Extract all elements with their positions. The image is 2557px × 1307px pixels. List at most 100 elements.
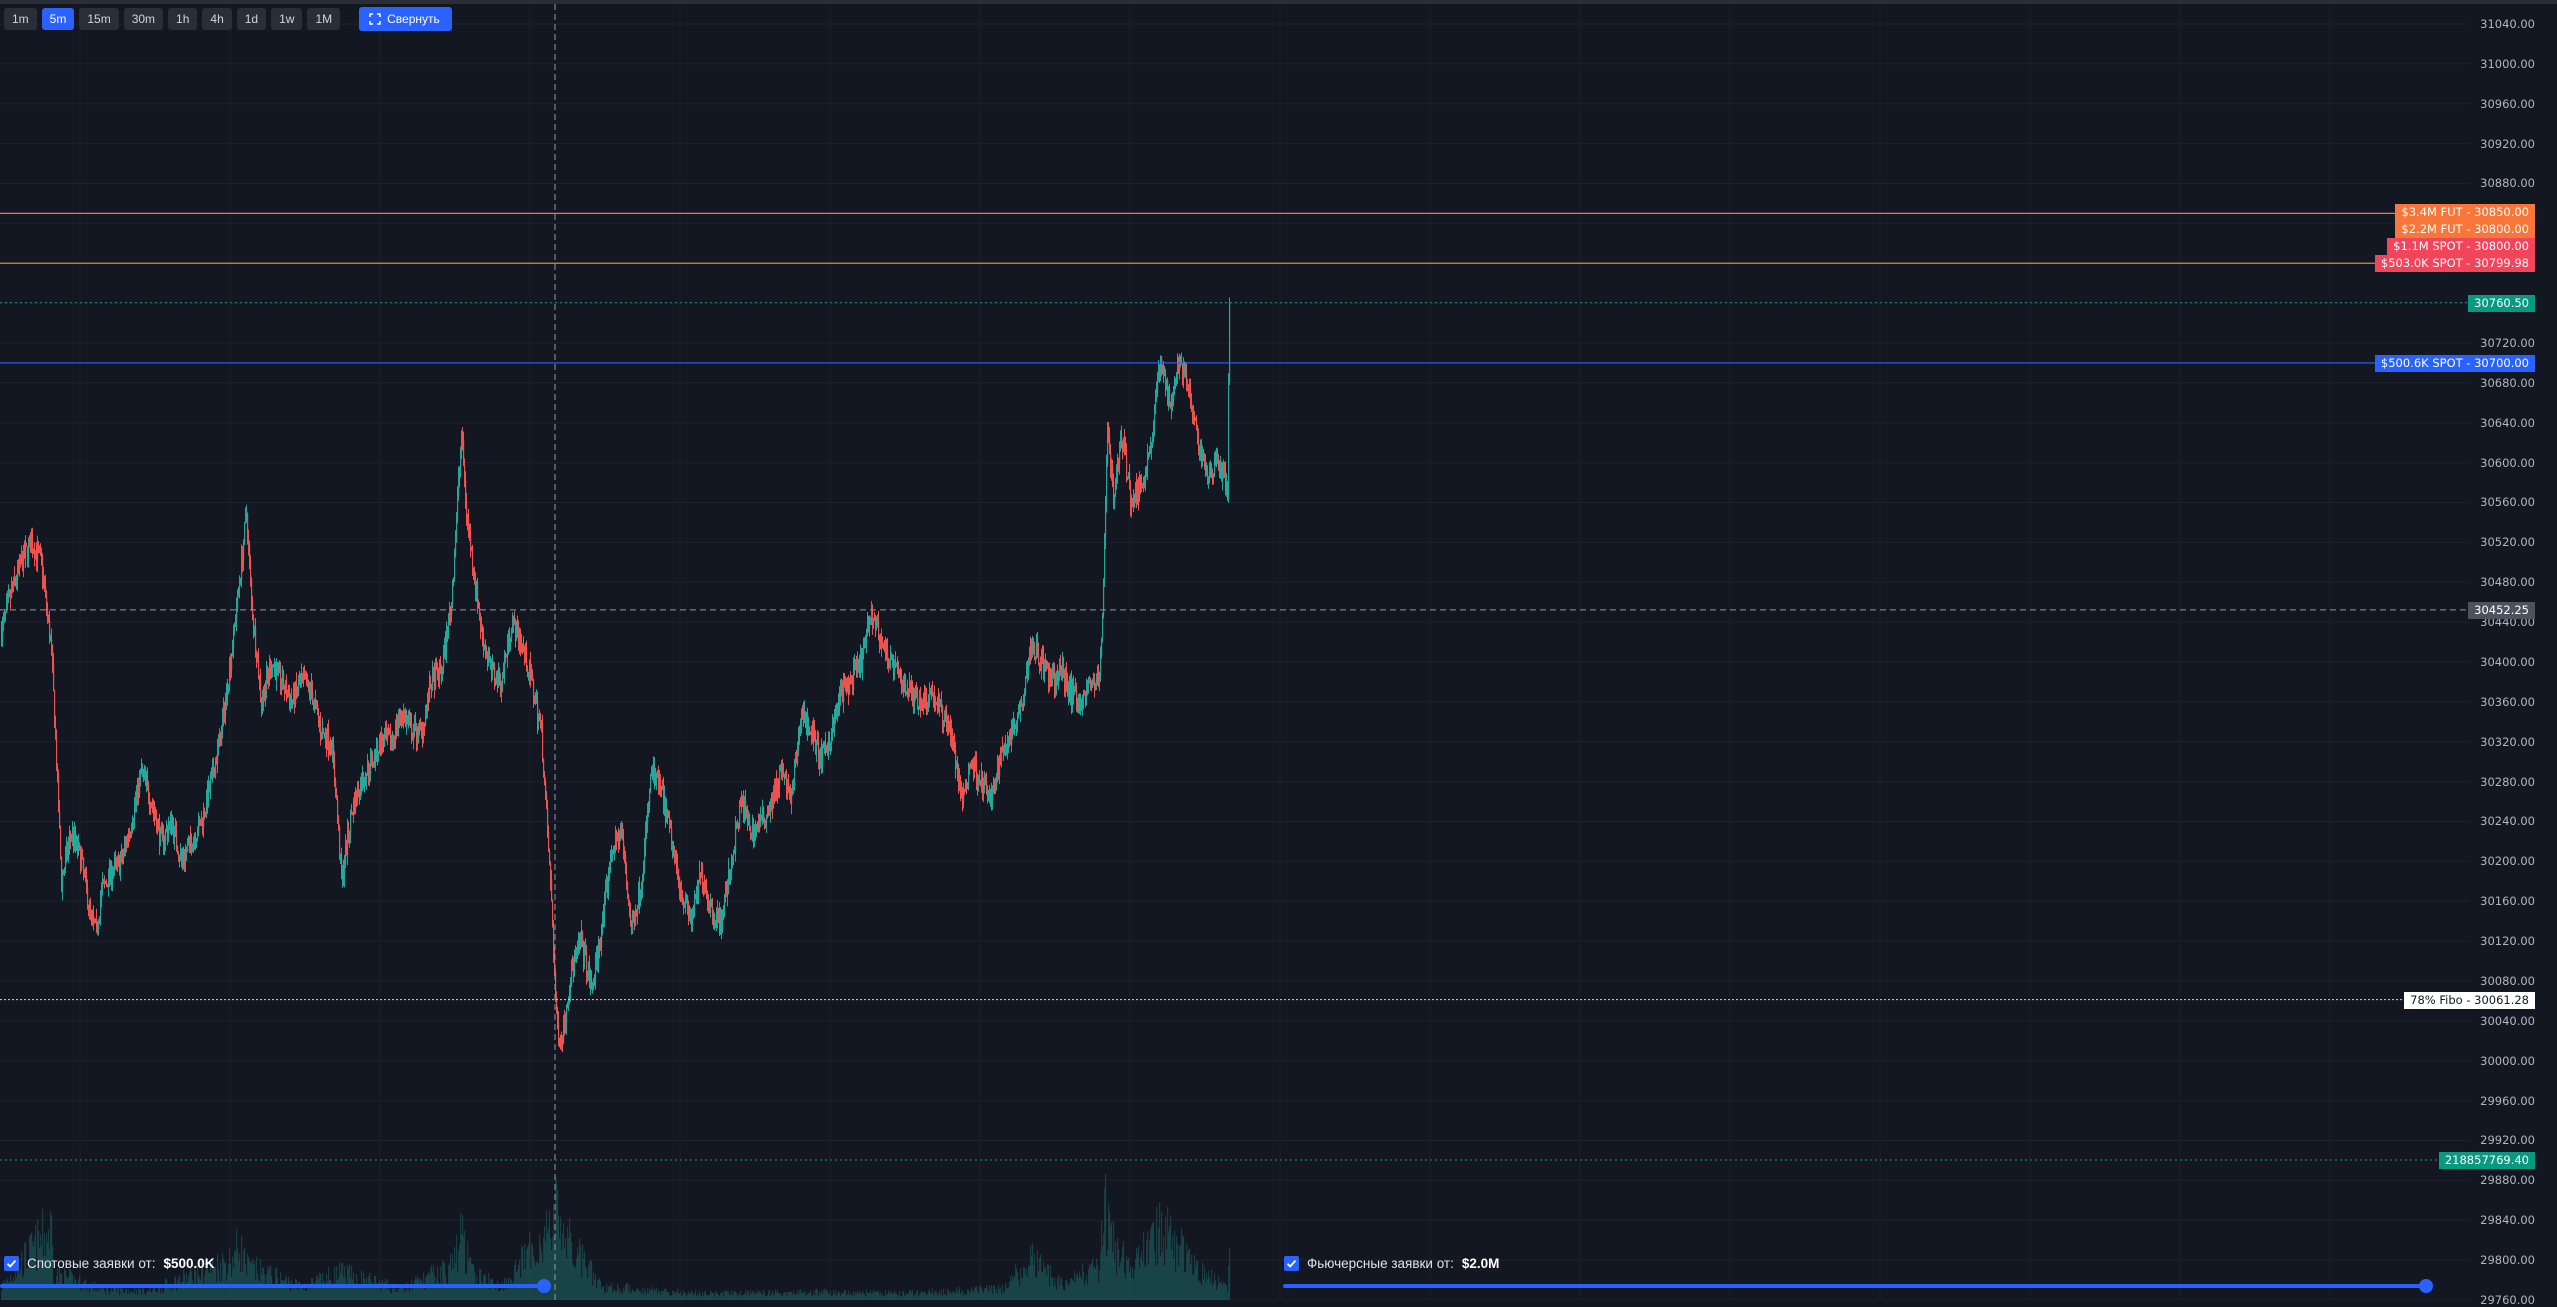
candle-body <box>395 723 397 742</box>
volume-bar <box>1091 1263 1093 1300</box>
candle-body <box>1157 381 1159 394</box>
candle-body <box>408 721 410 723</box>
candle-body <box>692 915 694 926</box>
candle-body <box>746 809 748 811</box>
candle-body <box>1177 361 1179 373</box>
candle-body <box>5 611 7 614</box>
timeframe-button-1m[interactable]: 1m <box>4 8 37 30</box>
price-axis-tick: 29840.00 <box>2480 1213 2535 1228</box>
volume-bar <box>113 1286 115 1300</box>
volume-bar <box>214 1266 216 1300</box>
volume-bar <box>526 1249 528 1300</box>
candle-body <box>898 669 900 674</box>
futures-filter-slider-handle[interactable] <box>2419 1279 2433 1293</box>
candle-body <box>154 810 156 815</box>
futures-filter-checkbox[interactable] <box>1284 1256 1299 1271</box>
timeframe-button-15m[interactable]: 15m <box>79 8 119 30</box>
timeframe-button-30m[interactable]: 30m <box>123 8 164 30</box>
candle-body <box>785 773 787 777</box>
candle-body <box>446 629 448 653</box>
volume-bar <box>626 1283 628 1300</box>
volume-bar <box>281 1279 283 1300</box>
candle-body <box>1065 671 1067 688</box>
volume-bar <box>772 1290 774 1300</box>
candle-body <box>760 816 762 825</box>
candle-body <box>821 748 823 767</box>
volume-bar <box>1123 1240 1125 1300</box>
candle-body <box>190 836 192 843</box>
volume-bar <box>304 1283 306 1300</box>
candle-body <box>896 662 898 664</box>
collapse-button[interactable]: Свернуть <box>359 7 452 31</box>
volume-bar <box>421 1280 423 1300</box>
candle-body <box>328 728 330 749</box>
volume-bar <box>357 1283 359 1300</box>
timeframe-button-1w[interactable]: 1w <box>271 8 303 30</box>
volume-bar <box>770 1295 772 1300</box>
candle-body <box>602 915 604 934</box>
volume-bar <box>156 1291 158 1300</box>
volume-bar <box>334 1266 336 1300</box>
volume-bar <box>703 1296 705 1300</box>
volume-bar <box>973 1292 975 1300</box>
volume-bar <box>336 1266 338 1300</box>
spot-filter-slider-track[interactable] <box>0 1284 545 1288</box>
candle-body <box>1027 670 1029 677</box>
volume-bar <box>952 1292 954 1300</box>
volume-bar <box>1028 1265 1030 1300</box>
candle-body <box>905 683 907 695</box>
volume-bar <box>481 1281 483 1300</box>
candle-body <box>932 690 934 697</box>
volume-bar <box>1090 1265 1092 1300</box>
futures-filter: Фьючерсные заявки от: $2.0M <box>1284 1256 1499 1271</box>
spot-filter-checkbox[interactable] <box>4 1256 19 1271</box>
volume-bar <box>109 1294 111 1300</box>
timeframe-button-1M[interactable]: 1M <box>307 8 341 30</box>
volume-bar <box>177 1280 179 1300</box>
candle-body <box>853 668 855 691</box>
candle-body <box>116 860 118 863</box>
candle-body <box>757 824 759 826</box>
volume-bar <box>1198 1282 1200 1300</box>
volume-bar <box>144 1293 146 1300</box>
volume-bar <box>138 1286 140 1300</box>
volume-bar <box>133 1293 135 1300</box>
volume-bar <box>616 1291 618 1300</box>
candle-body <box>719 911 721 930</box>
candle-body <box>645 830 647 846</box>
candle-body <box>1058 677 1060 682</box>
timeframe-button-5m[interactable]: 5m <box>41 8 75 30</box>
volume-bar <box>45 1255 47 1300</box>
timeframe-button-1h[interactable]: 1h <box>168 8 198 30</box>
candle-body <box>1098 675 1100 682</box>
candle-body <box>236 608 238 622</box>
candle-body <box>713 916 715 924</box>
futures-filter-slider-track[interactable] <box>1283 1284 2429 1288</box>
candle-body <box>970 768 972 770</box>
candle-body <box>1100 655 1102 676</box>
candle-body <box>386 731 388 738</box>
candle-body <box>1148 453 1150 455</box>
candle-body <box>665 796 667 822</box>
volume-bar <box>831 1296 833 1300</box>
timeframe-button-1d[interactable]: 1d <box>236 8 267 30</box>
volume-bar <box>252 1258 254 1300</box>
volume-bar <box>128 1288 130 1300</box>
volume-bar <box>674 1293 676 1300</box>
volume-bar <box>1213 1282 1215 1300</box>
candle-body <box>1195 418 1197 421</box>
candle-body <box>228 686 230 694</box>
volume-bar <box>553 1204 555 1300</box>
volume-bar <box>1005 1282 1007 1300</box>
candle-body <box>77 838 79 852</box>
spot-filter-slider-handle[interactable] <box>537 1279 551 1293</box>
candle-body <box>1092 685 1094 688</box>
volume-bar <box>593 1272 595 1300</box>
candle-body <box>474 575 476 582</box>
volume-bar <box>106 1288 108 1300</box>
candle-body <box>957 763 959 772</box>
candle-body <box>1190 388 1192 402</box>
volume-bar <box>293 1288 295 1300</box>
timeframe-button-4h[interactable]: 4h <box>202 8 232 30</box>
